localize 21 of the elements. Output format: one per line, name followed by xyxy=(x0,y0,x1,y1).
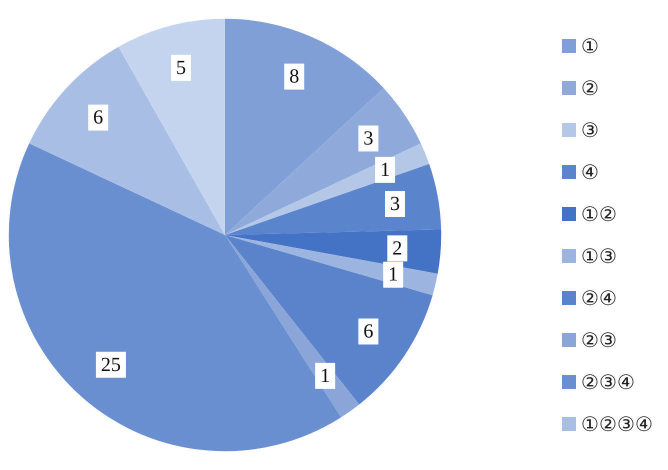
data-label: 1 xyxy=(320,364,330,387)
legend-label: ② xyxy=(581,76,599,100)
legend-label: ①③ xyxy=(581,244,617,268)
data-label: 2 xyxy=(392,237,402,260)
data-label: 3 xyxy=(363,128,374,150)
data-label: 6 xyxy=(363,320,374,342)
data-label: 5 xyxy=(176,56,186,79)
legend-label: ④ xyxy=(581,160,599,184)
data-label: 25 xyxy=(100,354,121,376)
data-label: 1 xyxy=(380,158,390,181)
legend-label: ②③ xyxy=(581,328,617,352)
data-label: 3 xyxy=(390,193,400,216)
data-label: 8 xyxy=(289,66,300,88)
legend-label: ①②③④ xyxy=(581,412,653,436)
legend-label: ③ xyxy=(581,118,599,142)
legend-label: ②③④ xyxy=(581,370,635,394)
data-label: 1 xyxy=(388,264,398,286)
legend-label: ① xyxy=(581,34,599,58)
legend-label: ①② xyxy=(581,202,617,226)
data-label: 6 xyxy=(93,106,104,129)
legend-label: ②④ xyxy=(581,286,617,310)
